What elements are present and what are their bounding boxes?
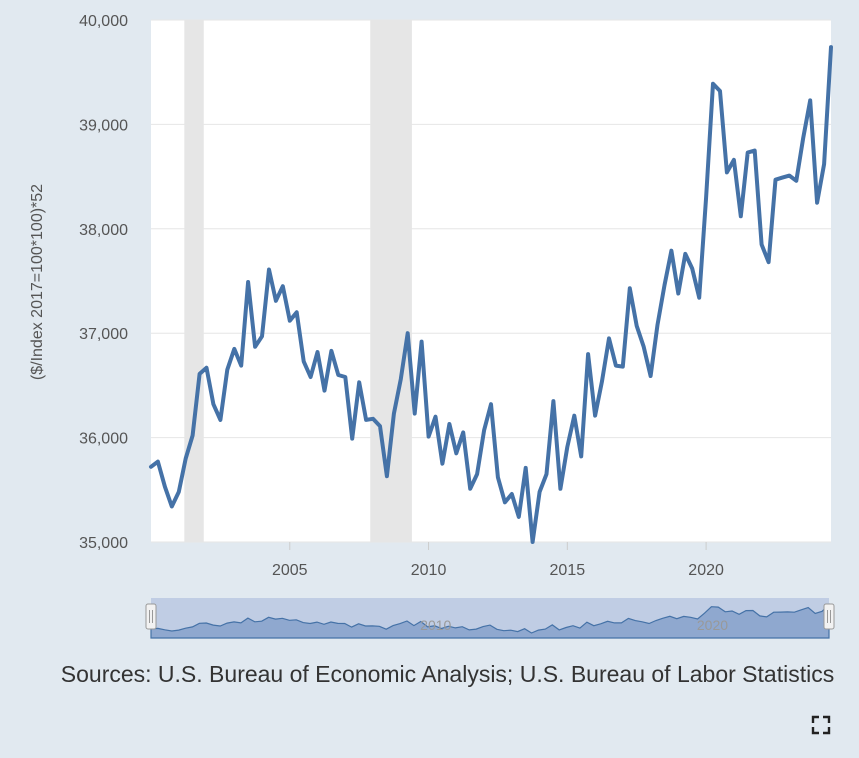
- navigator-handle[interactable]: [823, 603, 835, 630]
- x-tick-label: 2015: [550, 562, 586, 579]
- x-tick-label: 2005: [272, 562, 308, 579]
- navigator[interactable]: 2010 2020: [145, 598, 835, 639]
- y-axis-label: ($/Index 2017=100*100)*52: [29, 184, 46, 380]
- series-line: [149, 45, 833, 544]
- recession-bands: [184, 20, 412, 542]
- fullscreen-icon: [811, 715, 831, 735]
- series-group: [149, 45, 833, 544]
- grip-handle-icon: [145, 603, 157, 630]
- gridlines: [151, 19, 831, 543]
- grip-handle-icon: [823, 603, 835, 630]
- fullscreen-button[interactable]: [810, 714, 832, 736]
- navigator-series-area: [150, 603, 830, 639]
- navigator-label: 2020: [697, 617, 728, 633]
- y-tick-label: 40,000: [79, 13, 128, 30]
- source-note: Sources: U.S. Bureau of Economic Analysi…: [60, 661, 835, 687]
- y-tick-label: 35,000: [79, 535, 128, 552]
- recession-band: [370, 20, 412, 542]
- y-tick-label: 37,000: [79, 326, 128, 343]
- y-axis: 35,000 36,000 37,000 38,000 39,000 40,000: [79, 13, 128, 552]
- y-tick-label: 36,000: [79, 431, 128, 448]
- navigator-label: 2010: [420, 617, 451, 633]
- recession-band: [184, 20, 204, 542]
- navigator-handle[interactable]: [145, 603, 157, 630]
- y-tick-label: 38,000: [79, 222, 128, 239]
- plot-area: [151, 20, 831, 542]
- y-tick-label: 39,000: [79, 117, 128, 134]
- x-tick-label: 2010: [411, 562, 447, 579]
- x-tick-label: 2020: [688, 562, 724, 579]
- x-axis: 2005 2010 2015 2020: [272, 542, 724, 579]
